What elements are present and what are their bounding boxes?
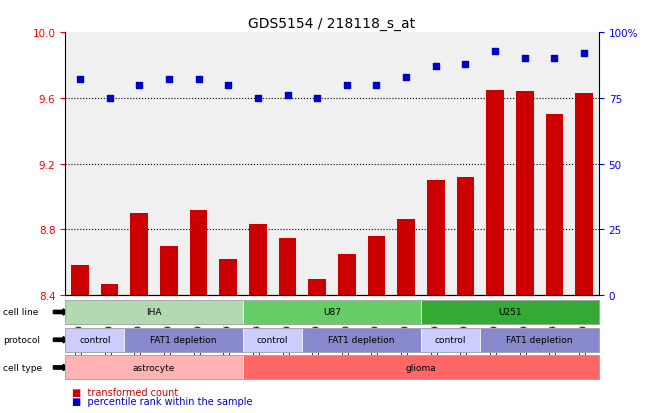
Text: cell type: cell type: [3, 363, 42, 372]
Text: cell line: cell line: [3, 308, 38, 317]
Point: [579, 51, 589, 57]
Point: [490, 48, 501, 55]
Text: astrocyte: astrocyte: [133, 363, 175, 372]
Text: control: control: [79, 335, 111, 344]
Text: U87: U87: [323, 308, 341, 317]
Bar: [486, 90, 504, 295]
Text: U251: U251: [498, 308, 521, 317]
Bar: [189, 210, 208, 295]
Point: [549, 56, 560, 63]
Text: ■  percentile rank within the sample: ■ percentile rank within the sample: [72, 396, 252, 406]
Text: control: control: [435, 335, 466, 344]
Point: [193, 77, 204, 83]
Point: [253, 95, 263, 102]
Bar: [249, 225, 267, 295]
Point: [430, 64, 441, 71]
Point: [283, 93, 293, 99]
Bar: [279, 238, 296, 295]
Text: FAT1 depletion: FAT1 depletion: [506, 335, 573, 344]
Text: FAT1 depletion: FAT1 depletion: [328, 335, 395, 344]
Text: glioma: glioma: [406, 363, 436, 372]
Point: [371, 82, 381, 89]
Point: [75, 77, 85, 83]
Point: [401, 74, 411, 81]
Point: [312, 95, 322, 102]
Text: control: control: [257, 335, 288, 344]
Bar: [71, 266, 89, 295]
Bar: [160, 246, 178, 295]
Point: [342, 82, 352, 89]
Bar: [575, 94, 593, 295]
Text: IHA: IHA: [146, 308, 162, 317]
Point: [519, 56, 530, 63]
Bar: [456, 177, 475, 295]
Bar: [516, 92, 534, 295]
Text: GDS5154 / 218118_s_at: GDS5154 / 218118_s_at: [249, 17, 415, 31]
Text: FAT1 depletion: FAT1 depletion: [150, 335, 217, 344]
Point: [134, 82, 145, 89]
Text: protocol: protocol: [3, 335, 40, 344]
Bar: [397, 220, 415, 295]
Bar: [546, 115, 563, 295]
Point: [104, 95, 115, 102]
Point: [223, 82, 234, 89]
Point: [460, 61, 471, 68]
Text: ■  transformed count: ■ transformed count: [72, 387, 178, 397]
Point: [163, 77, 174, 83]
Bar: [101, 284, 118, 295]
Bar: [427, 180, 445, 295]
Bar: [368, 236, 385, 295]
Bar: [309, 279, 326, 295]
Bar: [338, 254, 355, 295]
Bar: [130, 214, 148, 295]
Bar: [219, 259, 237, 295]
